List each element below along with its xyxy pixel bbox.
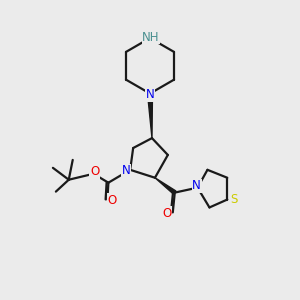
Text: N: N [192, 179, 201, 192]
Polygon shape [155, 178, 176, 194]
Text: N: N [122, 164, 130, 177]
Text: O: O [162, 207, 172, 220]
Text: O: O [108, 194, 117, 207]
Text: S: S [230, 193, 238, 206]
Text: O: O [90, 165, 99, 178]
Text: NH: NH [142, 31, 160, 44]
Polygon shape [148, 93, 152, 138]
Text: N: N [146, 88, 154, 101]
